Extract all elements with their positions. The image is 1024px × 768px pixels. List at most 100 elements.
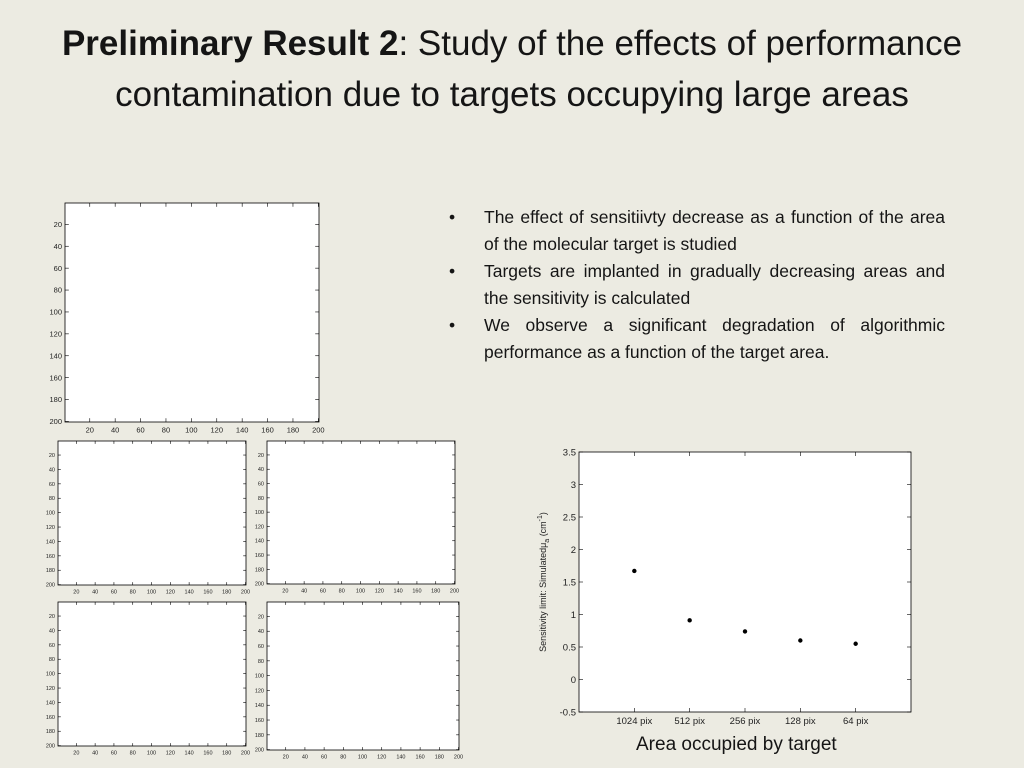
y-tick-label: 80 — [258, 659, 264, 665]
x-tick-label: 140 — [185, 751, 194, 757]
y-tick-label: 0.5 — [563, 643, 576, 654]
y-tick-label: 160 — [49, 373, 62, 382]
x-tick-label: 128 pix — [785, 716, 816, 727]
x-tick-label: 200 — [241, 751, 250, 757]
y-tick-label: 200 — [46, 583, 55, 589]
bullet-dot: • — [449, 207, 456, 227]
x-tick-label: 200 — [312, 426, 325, 435]
y-tick-label: 1.5 — [563, 578, 576, 589]
x-tick-label: 180 — [287, 426, 300, 435]
x-tick-label: 180 — [431, 589, 440, 595]
x-tick-label: 120 — [375, 589, 384, 595]
x-tick-label: 80 — [130, 751, 136, 757]
y-tick-label: 100 — [255, 674, 264, 680]
x-tick-label: 180 — [435, 755, 444, 761]
y-tick-label: 2 — [571, 545, 576, 556]
y-tick-label: 140 — [255, 703, 264, 709]
y-tick-label: 120 — [255, 524, 264, 530]
slide-title: Preliminary Result 2: Study of the effec… — [60, 18, 964, 120]
bullet-item: • We observe a significant degradation of… — [449, 312, 945, 366]
x-tick-label: 160 — [203, 751, 212, 757]
slide-title-rest: : Study of the effects of performance co… — [115, 24, 963, 114]
bullet-dot: • — [449, 315, 456, 335]
y-axis-label: Sensitivity limit: Simulatedμa (cm-1) — [537, 512, 551, 652]
x-tick-label: 512 pix — [674, 716, 705, 727]
x-tick-label: 40 — [92, 590, 98, 596]
x-tick-label: 100 — [356, 589, 365, 595]
x-tick-label: 160 — [203, 590, 212, 596]
y-tick-label: 200 — [255, 748, 264, 754]
x-tick-label: 20 — [282, 589, 288, 595]
x-tick-label: 1024 pix — [616, 716, 652, 727]
x-tick-label: 140 — [236, 426, 249, 435]
y-tick-label: 3 — [571, 480, 576, 491]
y-tick-label: 100 — [46, 511, 55, 517]
y-tick-label: 200 — [46, 744, 55, 750]
chart-caption: Area occupied by target — [636, 734, 837, 755]
y-tick-label: 60 — [49, 482, 55, 488]
y-tick-label: 120 — [49, 329, 62, 338]
y-tick-label: 0 — [571, 675, 576, 686]
x-tick-label: 140 — [185, 590, 194, 596]
image-panel-frame — [57, 601, 247, 747]
y-tick-label: 2.5 — [563, 513, 576, 524]
x-tick-label: 60 — [320, 589, 326, 595]
y-tick-label: 20 — [258, 453, 264, 459]
y-tick-label: 120 — [46, 686, 55, 692]
y-tick-label: 3.5 — [563, 448, 576, 459]
x-tick-label: 200 — [241, 590, 250, 596]
bullet-dot: • — [449, 261, 456, 281]
image-panel-frame — [57, 440, 247, 586]
x-tick-label: 256 pix — [730, 716, 761, 727]
bullet-text: Targets are implanted in gradually decre… — [484, 261, 945, 308]
y-tick-label: 100 — [49, 308, 62, 317]
bullet-text: We observe a significant degradation of … — [484, 315, 945, 362]
y-tick-label: 180 — [255, 567, 264, 573]
x-tick-label: 140 — [396, 755, 405, 761]
y-tick-label: 80 — [54, 286, 62, 295]
x-tick-label: 20 — [283, 755, 289, 761]
data-point — [798, 638, 803, 643]
x-tick-label: 180 — [222, 590, 231, 596]
chart-plot-area — [578, 451, 912, 713]
y-tick-label: 180 — [49, 395, 62, 404]
x-tick-label: 20 — [73, 590, 79, 596]
x-tick-label: 80 — [339, 589, 345, 595]
image-panel-frame — [266, 601, 460, 751]
y-tick-label: 200 — [49, 417, 62, 426]
y-tick-label: 40 — [54, 242, 62, 251]
y-tick-label: 40 — [49, 628, 55, 634]
bullet-item: • Targets are implanted in gradually decr… — [449, 258, 945, 312]
x-tick-label: 80 — [340, 755, 346, 761]
x-tick-label: 160 — [416, 755, 425, 761]
x-tick-label: 160 — [412, 589, 421, 595]
y-tick-label: 100 — [255, 510, 264, 516]
image-panel-frame — [64, 202, 320, 423]
y-tick-label: 140 — [255, 539, 264, 545]
x-tick-label: 100 — [185, 426, 198, 435]
x-tick-label: 120 — [377, 755, 386, 761]
y-tick-label: 180 — [46, 568, 55, 574]
y-tick-label: 60 — [54, 264, 62, 273]
y-tick-label: 120 — [255, 688, 264, 694]
bullet-item: • The effect of sensitiivty decrease as a… — [449, 204, 945, 258]
y-tick-label: -0.5 — [560, 708, 576, 719]
y-tick-label: 60 — [49, 643, 55, 649]
y-tick-label: 80 — [258, 496, 264, 502]
data-point — [853, 641, 858, 646]
y-tick-label: 180 — [255, 733, 264, 739]
y-tick-label: 140 — [49, 351, 62, 360]
image-panel-c: 20 20 40 40 60 60 80 80 100 100 120 120 140 140 160 160… — [46, 601, 250, 757]
x-tick-label: 20 — [86, 426, 94, 435]
y-tick-label: 200 — [255, 582, 264, 588]
y-tick-label: 160 — [46, 554, 55, 560]
x-tick-label: 120 — [211, 426, 224, 435]
y-tick-label: 160 — [255, 718, 264, 724]
data-point — [632, 568, 637, 574]
x-tick-label: 60 — [111, 751, 117, 757]
image-panel-d: 20 20 40 40 60 60 80 80 100 100 120 120 140 140 160 160… — [255, 601, 463, 761]
x-tick-label: 80 — [130, 590, 136, 596]
bullet-list: • The effect of sensitiivty decrease as a… — [449, 204, 945, 366]
y-tick-label: 40 — [258, 467, 264, 473]
